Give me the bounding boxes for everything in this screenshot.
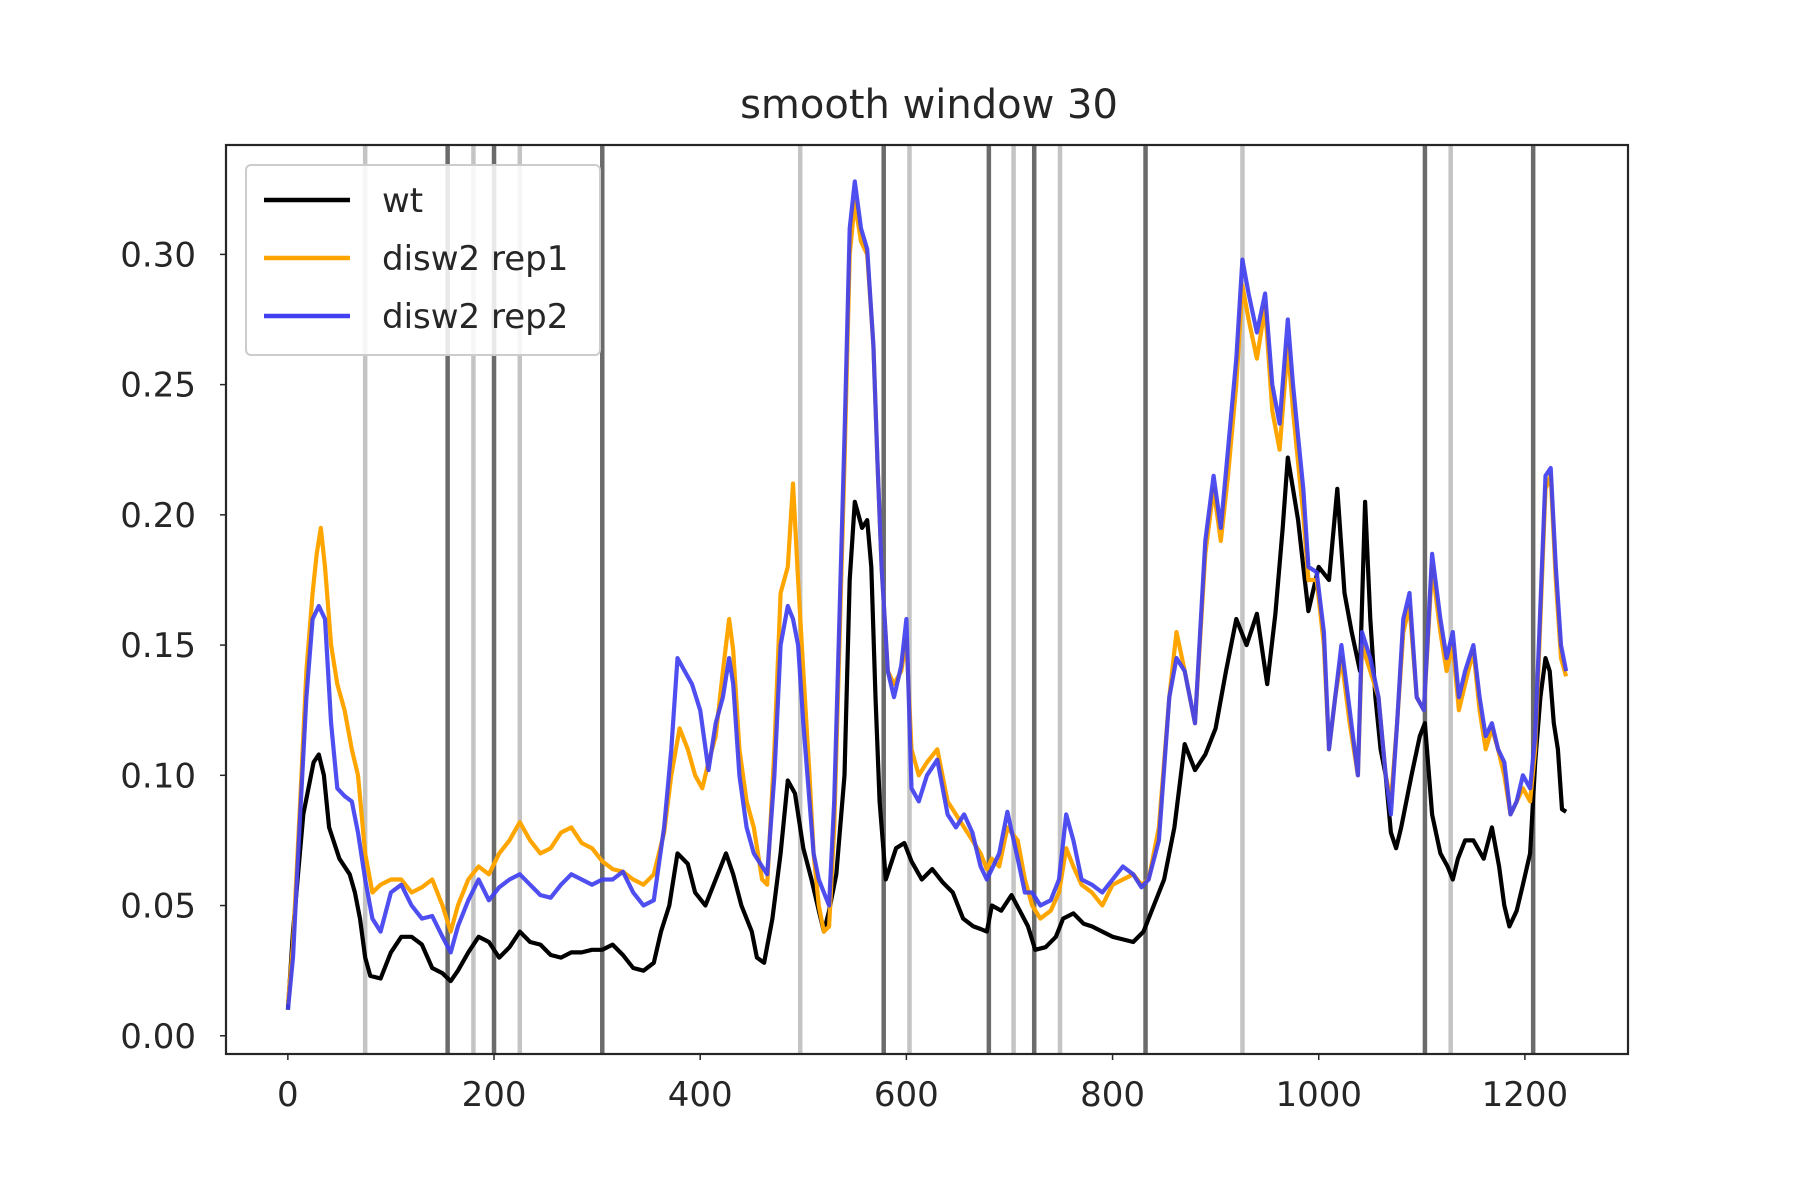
x-tick-label-2: 400 <box>668 1075 733 1115</box>
series-line-wt <box>285 455 1568 1010</box>
legend-label-2: disw2 rep2 <box>382 297 568 337</box>
x-tick-label-5: 1000 <box>1275 1075 1362 1115</box>
y-tick-label-4: 0.20 <box>120 496 196 536</box>
y-axis: 0.00 0.05 0.10 0.15 0.20 0.25 0.30 <box>120 235 226 1057</box>
x-tick-label-1: 200 <box>462 1075 527 1115</box>
legend-box <box>245 164 601 356</box>
y-tick-label-0: 0.00 <box>120 1017 196 1057</box>
y-tick-label-2: 0.10 <box>120 756 196 796</box>
legend: wt disw2 rep1 disw2 rep2 <box>245 164 601 356</box>
legend-label-1: disw2 rep1 <box>382 239 568 279</box>
x-tick-label-6: 1200 <box>1482 1075 1569 1115</box>
y-tick-label-5: 0.25 <box>120 366 196 406</box>
chart-title: smooth window 30 <box>740 82 1118 128</box>
y-tick-label-6: 0.30 <box>120 235 196 275</box>
x-axis: 0 200 400 600 800 1000 1200 <box>277 1054 1568 1115</box>
x-tick-label-0: 0 <box>277 1075 299 1115</box>
x-tick-label-3: 600 <box>874 1075 939 1115</box>
y-tick-label-3: 0.15 <box>120 626 196 666</box>
series-line-disw2-rep2 <box>285 179 1569 1010</box>
legend-label-0: wt <box>382 181 423 221</box>
plot-frame <box>224 143 1630 1056</box>
series-lines <box>285 179 1569 1010</box>
y-tick-label-1: 0.05 <box>120 887 196 927</box>
x-tick-label-4: 800 <box>1080 1075 1145 1115</box>
